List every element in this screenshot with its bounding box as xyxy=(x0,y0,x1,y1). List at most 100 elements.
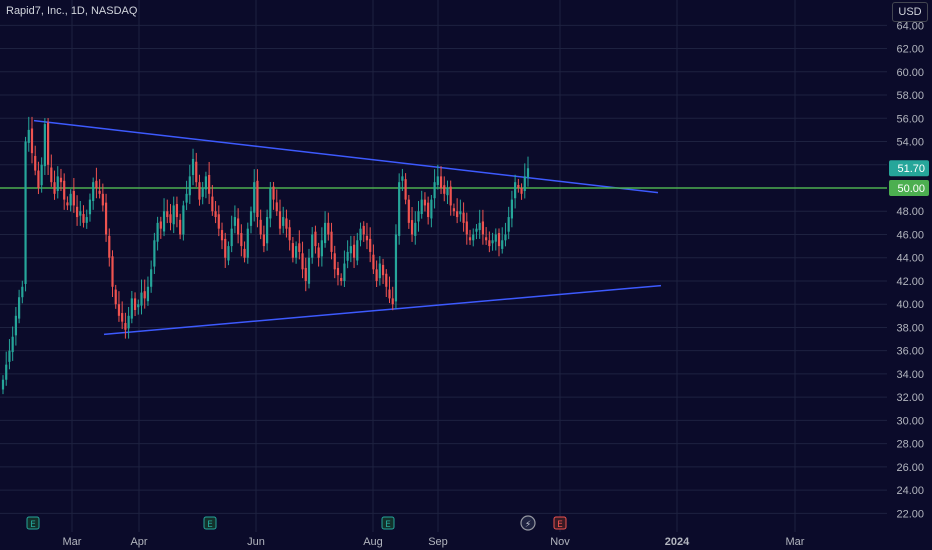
candle-body xyxy=(340,277,343,281)
candle-body xyxy=(37,170,40,188)
candle-body xyxy=(404,179,407,200)
candle-body xyxy=(133,298,137,311)
candle-body xyxy=(95,180,98,188)
last-price-label: 51.70 xyxy=(897,163,925,175)
event-markers[interactable]: E E E ⚡ E xyxy=(26,515,567,531)
candle-body xyxy=(195,161,198,183)
candle-body xyxy=(439,176,443,188)
candle-body xyxy=(472,234,475,241)
earnings-icon xyxy=(553,516,567,530)
time-tick-label: Nov xyxy=(550,536,570,548)
candle-body xyxy=(79,211,82,216)
candle-body xyxy=(85,217,88,223)
level-price-badge xyxy=(889,180,929,196)
upper-trendline[interactable] xyxy=(33,119,659,194)
price-tick-label: 32.00 xyxy=(896,392,924,404)
candle-body xyxy=(510,199,513,219)
price-tick-label: 64.00 xyxy=(896,20,924,32)
candle-body xyxy=(272,186,275,200)
event-marker-label: ⚡ xyxy=(525,520,531,530)
currency-button[interactable]: USD xyxy=(892,2,928,22)
candle-body xyxy=(162,211,166,232)
lower-trendline[interactable] xyxy=(103,284,662,336)
time-axis[interactable]: Mar Apr Jun Aug Sep Nov 2024 Mar xyxy=(0,532,887,550)
candle-body xyxy=(249,211,253,226)
candle-body xyxy=(182,205,185,235)
candle-body xyxy=(69,193,72,206)
candle-body xyxy=(294,246,298,258)
candle-body xyxy=(288,227,291,241)
candle-body xyxy=(243,248,246,258)
candle-body xyxy=(188,176,191,196)
candle-body xyxy=(43,124,46,167)
price-axis-background xyxy=(887,0,932,550)
dividend-marker[interactable]: ⚡ xyxy=(520,515,536,531)
event-marker-label: E xyxy=(30,520,36,530)
trendlines[interactable] xyxy=(33,119,662,336)
candle-body xyxy=(233,217,237,226)
candle-body xyxy=(159,221,162,229)
price-tick-label: 42.00 xyxy=(896,276,924,288)
candles xyxy=(1,116,530,395)
candle-body xyxy=(282,217,285,226)
candle-body xyxy=(191,158,195,175)
candle-body xyxy=(72,191,75,206)
candle-body xyxy=(443,185,446,194)
candle-body xyxy=(330,231,333,252)
candle-body xyxy=(204,176,208,190)
price-tick-label: 24.00 xyxy=(896,485,924,497)
candle-body xyxy=(501,240,504,249)
candle-body xyxy=(240,233,243,247)
candle-body xyxy=(124,323,127,330)
candle-body xyxy=(227,246,230,261)
candle-body xyxy=(391,298,394,305)
time-tick-label: Apr xyxy=(130,536,147,548)
earnings-marker[interactable]: E xyxy=(26,516,40,530)
candle-body xyxy=(485,237,488,241)
candle-body xyxy=(275,202,278,212)
earnings-icon xyxy=(203,516,217,530)
candle-body xyxy=(491,240,494,244)
candle-body xyxy=(21,286,24,298)
candle-body xyxy=(201,188,204,197)
candle-body xyxy=(175,204,179,218)
candle-body xyxy=(352,244,356,258)
price-tick-label: 36.00 xyxy=(896,346,924,358)
candle-body xyxy=(40,164,43,186)
candle-body xyxy=(179,219,182,235)
price-tick-label: 60.00 xyxy=(896,67,924,79)
candle-body xyxy=(153,240,156,267)
candle-body xyxy=(266,217,269,244)
candle-body xyxy=(172,205,175,225)
earnings-marker[interactable]: E xyxy=(203,516,217,530)
candle-body xyxy=(259,219,262,235)
candle-body xyxy=(285,218,288,229)
earnings-icon xyxy=(381,516,395,530)
candle-body xyxy=(8,350,11,362)
candle-body xyxy=(220,230,224,241)
candle-body xyxy=(108,235,111,258)
candle-body xyxy=(475,228,478,232)
candle-body xyxy=(488,240,491,247)
candle-body xyxy=(343,263,346,281)
price-axis[interactable]: 22.00 24.00 26.00 28.00 30.00 32.00 34.00 36.00… xyxy=(887,0,932,550)
candle-body xyxy=(114,289,117,305)
price-tick-label: 28.00 xyxy=(896,439,924,451)
lightning-icon xyxy=(520,515,536,531)
earnings-marker[interactable]: E xyxy=(381,516,395,530)
candle-body xyxy=(375,269,378,281)
price-tick-label: 40.00 xyxy=(896,299,924,311)
candle-body xyxy=(256,180,259,218)
candle-body xyxy=(378,263,381,279)
candle-body xyxy=(143,291,146,299)
candle-body xyxy=(427,202,430,218)
price-tick-label: 56.00 xyxy=(896,113,924,125)
earnings-marker[interactable]: E xyxy=(553,516,567,530)
candle-body xyxy=(88,199,92,215)
last-price-badge xyxy=(889,160,929,177)
candle-body xyxy=(468,237,472,241)
candle-body xyxy=(27,129,30,143)
candle-body xyxy=(246,228,249,258)
